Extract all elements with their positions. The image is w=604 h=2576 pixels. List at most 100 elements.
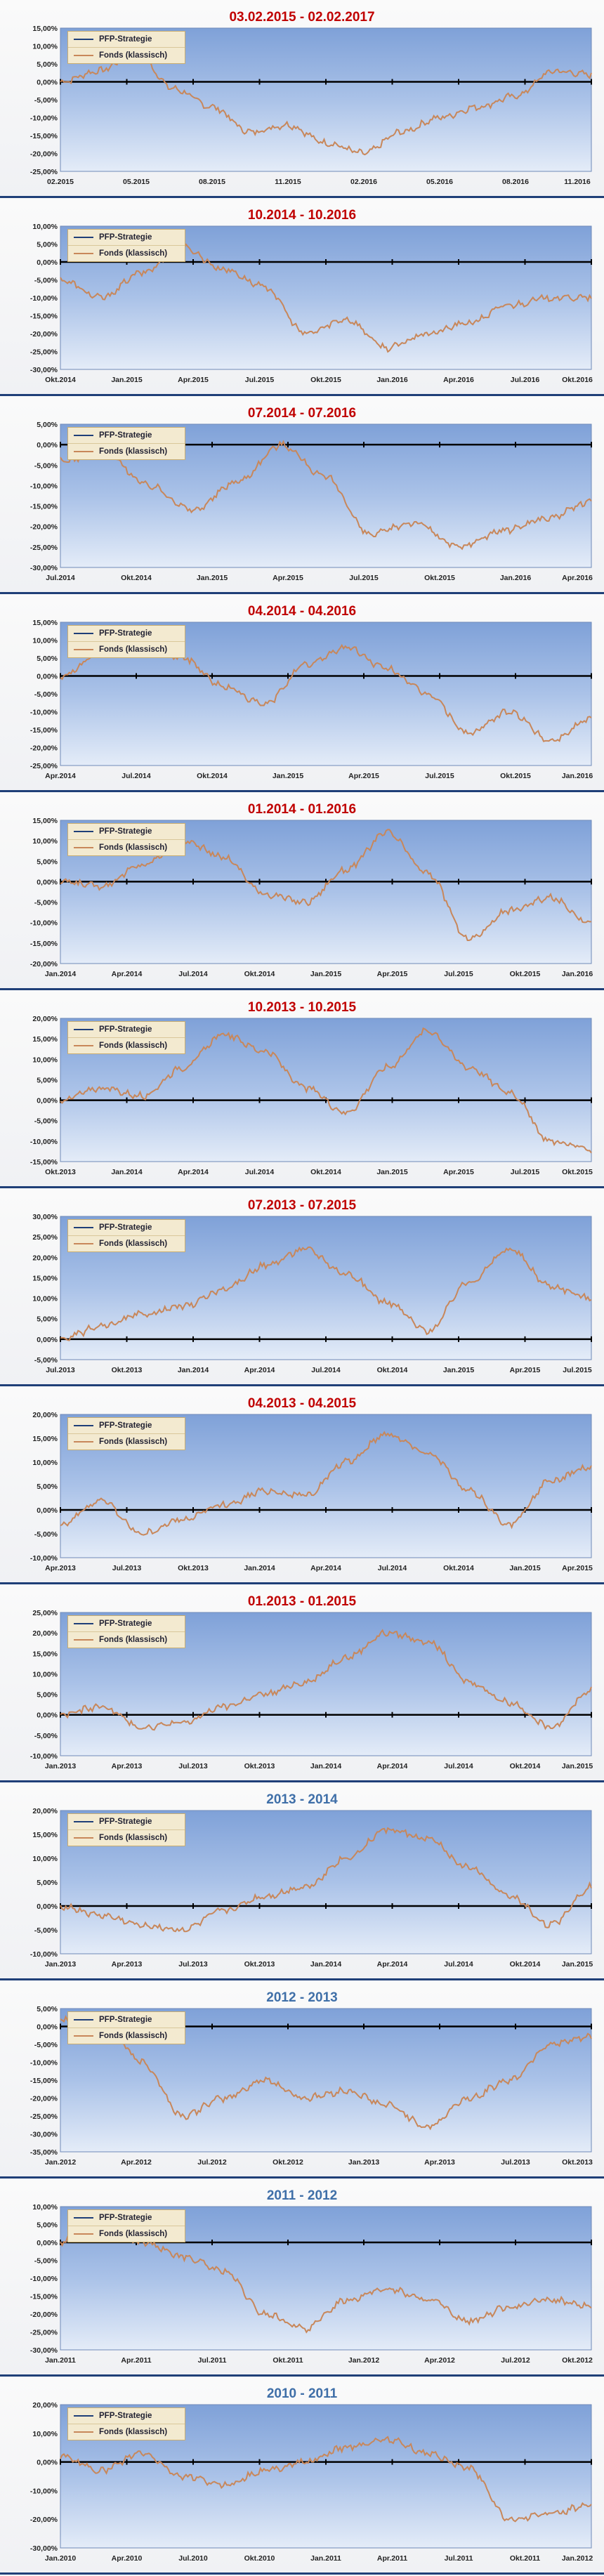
legend-item-pfp: PFP-Strategie (68, 1022, 185, 1037)
legend-item-pfp: PFP-Strategie (68, 824, 185, 839)
y-tick-label: 10,00% (32, 1459, 58, 1467)
x-tick-label: Jul.2014 (178, 970, 208, 978)
y-tick-label: -10,00% (30, 294, 58, 303)
legend-item-fonds: Fonds (klassisch) (68, 2226, 185, 2242)
x-tick-label: Okt.2015 (562, 1168, 593, 1176)
y-tick-label: 10,00% (32, 837, 58, 846)
legend-swatch (74, 55, 93, 56)
x-tick-label: Jul.2014 (245, 1168, 275, 1176)
x-tick-label: Apr.2012 (121, 2158, 152, 2167)
x-tick-label: Okt.2015 (310, 376, 341, 384)
x-tick-label: Jan.2010 (45, 2554, 77, 2563)
line-chart: 20,00% 15,00% 10,00% 5,00% 0,00% -5,00% -10,00… (30, 1807, 593, 1969)
y-tick-label: -15,00% (30, 503, 58, 511)
y-tick-label: 0,00% (37, 1097, 58, 1105)
legend-swatch (74, 435, 93, 436)
y-tick-label: -15,00% (30, 726, 58, 735)
x-tick-label: Jan.2012 (45, 2158, 77, 2167)
x-tick-label: Apr.2014 (178, 1168, 209, 1176)
x-tick-label: Okt.2014 (510, 1960, 541, 1969)
legend-label: Fonds (klassisch) (99, 645, 168, 654)
chart-panel: 07.2014 - 07.2016 5,00% 0,00% -5,00% -10,00%… (0, 396, 604, 594)
legend-swatch (74, 2217, 93, 2219)
x-tick-label: Jan.2015 (273, 772, 304, 780)
x-tick-label: Apr.2015 (178, 376, 209, 384)
legend-label: Fonds (klassisch) (99, 843, 168, 852)
legend-swatch (74, 1045, 93, 1046)
y-tick-label: 10,00% (32, 43, 58, 51)
y-tick-label: 15,00% (32, 1435, 58, 1443)
legend-label: PFP-Strategie (99, 2214, 152, 2222)
y-tick-label: 0,00% (37, 441, 58, 449)
x-tick-label: Apr.2014 (45, 772, 76, 780)
x-tick-label: Okt.2014 (45, 376, 76, 384)
x-tick-label: Jan.2015 (443, 1366, 475, 1374)
y-tick-label: 10,00% (32, 1056, 58, 1064)
x-tick-label: Jul.2013 (178, 1762, 208, 1770)
y-tick-label: -30,00% (30, 2131, 58, 2139)
x-tick-label: Jul.2011 (198, 2356, 227, 2365)
x-tick-label: Okt.2014 (197, 772, 228, 780)
legend-swatch (74, 831, 93, 832)
y-tick-label: 10,00% (32, 1670, 58, 1678)
x-tick-label: 11.2015 (275, 178, 301, 186)
legend-item-pfp: PFP-Strategie (68, 428, 185, 443)
chart-panel: 04.2014 - 04.2016 15,00% 10,00% 5,00% 0,00% -… (0, 594, 604, 792)
y-tick-label: -5,00% (34, 277, 58, 285)
chart-panel: 01.2013 - 01.2015 25,00% 20,00% 15,00% 10,00… (0, 1584, 604, 1782)
legend: PFP-Strategie Fonds (klassisch) (67, 2011, 185, 2044)
x-tick-label: Okt.2013 (178, 1564, 209, 1572)
y-tick-label: -15,00% (30, 1158, 58, 1167)
legend-swatch (74, 2019, 93, 2020)
x-tick-label: Okt.2014 (310, 1168, 341, 1176)
legend-swatch (74, 1029, 93, 1030)
x-tick-label: Apr.2015 (273, 574, 303, 582)
line-chart: 5,00% 0,00% -5,00% -10,00% -15,00% -20,00% -25… (30, 421, 593, 582)
y-tick-label: 20,00% (32, 1254, 58, 1262)
series-line-fonds (60, 829, 591, 942)
y-tick-label: -10,00% (30, 1138, 58, 1146)
x-tick-label: Jan.2015 (509, 1564, 541, 1572)
legend: PFP-Strategie Fonds (klassisch) (67, 1615, 185, 1648)
y-tick-label: -20,00% (30, 960, 58, 968)
x-tick-label: Okt.2013 (244, 1762, 275, 1770)
y-tick-label: 5,00% (37, 1315, 58, 1324)
y-tick-label: 0,00% (37, 673, 58, 681)
x-tick-label: Apr.2013 (424, 2158, 455, 2167)
chart-title: 03.02.2015 - 02.02.2017 (229, 10, 375, 25)
legend-label: PFP-Strategie (99, 233, 152, 242)
x-tick-label: Apr.2010 (112, 2554, 143, 2563)
y-tick-label: -35,00% (30, 2148, 58, 2157)
y-tick-label: 0,00% (37, 1903, 58, 1911)
x-tick-label: Jul.2015 (444, 970, 473, 978)
y-tick-label: -5,00% (34, 1356, 58, 1365)
line-chart: 20,00%10,00%0,00%-10,00%-20,00%-30,00%Ja… (30, 2401, 593, 2563)
legend-item-fonds: Fonds (klassisch) (68, 839, 185, 855)
legend-label: Fonds (klassisch) (99, 2032, 168, 2040)
y-tick-label: 25,00% (32, 1233, 58, 1242)
legend-label: Fonds (klassisch) (99, 447, 168, 456)
y-tick-label: -30,00% (30, 2346, 58, 2355)
legend-label: PFP-Strategie (99, 629, 152, 638)
x-tick-label: Jul.2013 (112, 1564, 142, 1572)
x-tick-label: Okt.2016 (562, 376, 593, 384)
line-chart: 30,00% 25,00% 20,00% 15,00% 10,00% 5,00% 0,00%… (32, 1213, 592, 1374)
legend-swatch (74, 1639, 93, 1641)
x-tick-label: Jan.2015 (111, 376, 143, 384)
y-tick-label: 5,00% (37, 857, 58, 866)
y-tick-label: -15,00% (30, 2293, 58, 2301)
legend-item-pfp: PFP-Strategie (68, 1616, 185, 1631)
y-tick-label: -10,00% (30, 2059, 58, 2068)
x-tick-label: Jul.2015 (245, 376, 275, 384)
x-tick-label: Okt.2014 (510, 1762, 541, 1770)
x-tick-label: Jan.2016 (562, 970, 593, 978)
legend: PFP-Strategie Fonds (klassisch) (67, 1417, 185, 1450)
x-tick-label: Apr.2013 (45, 1564, 76, 1572)
series-line-fonds (60, 1246, 592, 1341)
x-tick-label: Jul.2015 (563, 1366, 592, 1374)
x-tick-label: Apr.2015 (443, 1168, 474, 1176)
x-tick-label: Jan.2015 (376, 1168, 408, 1176)
legend-label: PFP-Strategie (99, 1223, 152, 1232)
y-tick-label: -15,00% (30, 940, 58, 948)
x-tick-label: Okt.2014 (443, 1564, 474, 1572)
